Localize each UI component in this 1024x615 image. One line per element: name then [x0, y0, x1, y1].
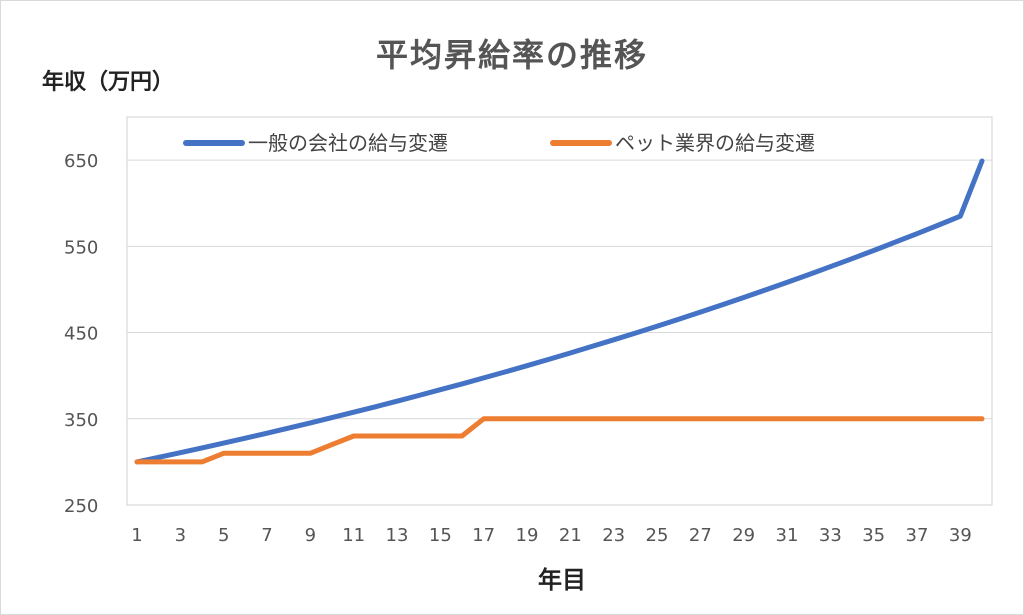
- x-tick-label: 11: [342, 525, 365, 546]
- y-axis-label: 年収（万円）: [42, 70, 175, 95]
- x-tick-label: 25: [646, 525, 669, 546]
- x-tick-label: 37: [906, 525, 929, 546]
- legend-label-2: ペット業界の給与変遷: [615, 131, 815, 155]
- x-tick-label: 5: [218, 525, 229, 546]
- chart-title: 平均昇給率の推移: [375, 36, 648, 74]
- y-tick-label: 250: [64, 496, 98, 517]
- x-tick-label: 3: [175, 525, 186, 546]
- y-tick-label: 650: [64, 151, 98, 172]
- series-line-2: [134, 416, 985, 465]
- x-axis-label: 年目: [538, 566, 586, 594]
- y-tick-label: 450: [64, 324, 98, 345]
- x-tick-label: 31: [776, 525, 799, 546]
- x-tick-label: 35: [862, 525, 885, 546]
- x-tick-label: 9: [305, 525, 316, 546]
- x-tick-label: 39: [949, 525, 972, 546]
- x-tick-label: 7: [261, 525, 272, 546]
- x-tick-label: 1: [131, 525, 142, 546]
- x-tick-label: 15: [429, 525, 452, 546]
- y-tick-label: 350: [64, 410, 98, 431]
- x-tick-label: 17: [472, 525, 495, 546]
- x-tick-label: 21: [559, 525, 582, 546]
- legend-label-1: 一般の会社の給与変遷: [248, 131, 448, 155]
- x-tick-label: 27: [689, 525, 712, 546]
- x-tick-label: 13: [386, 525, 409, 546]
- x-tick-label: 29: [732, 525, 755, 546]
- x-tick-label: 23: [602, 525, 625, 546]
- plot-area: [126, 116, 993, 506]
- x-tick-label: 19: [516, 525, 539, 546]
- y-tick-label: 550: [64, 237, 98, 258]
- series-line-1: [134, 158, 985, 465]
- x-tick-label: 33: [819, 525, 842, 546]
